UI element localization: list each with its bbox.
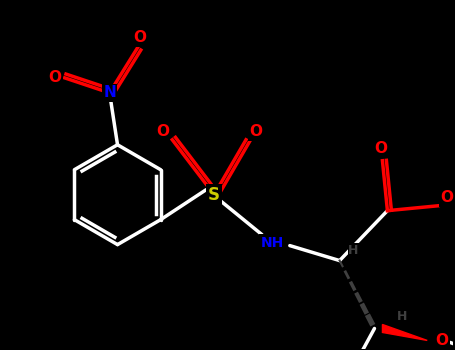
- Text: S: S: [208, 186, 220, 204]
- Text: O: O: [374, 141, 387, 156]
- Text: O: O: [133, 30, 146, 46]
- Text: O: O: [249, 124, 263, 139]
- Text: H: H: [397, 310, 408, 323]
- Text: N: N: [103, 85, 116, 100]
- Text: O: O: [156, 124, 169, 139]
- Polygon shape: [383, 324, 427, 341]
- Text: H: H: [349, 244, 359, 257]
- Text: O: O: [436, 333, 449, 348]
- Text: O: O: [441, 190, 454, 205]
- Text: O: O: [48, 70, 61, 85]
- Text: NH: NH: [260, 236, 283, 250]
